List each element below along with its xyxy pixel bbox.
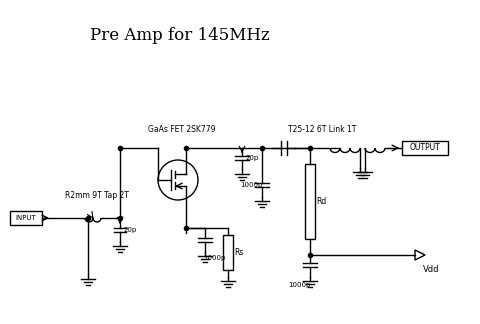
Text: INPUT: INPUT	[16, 215, 36, 221]
Text: GaAs FET 2SK779: GaAs FET 2SK779	[148, 125, 216, 134]
Text: 20p: 20p	[246, 155, 259, 161]
Bar	[10, 211, 42, 225]
Text: 1000p: 1000p	[203, 255, 226, 261]
Text: OUTPUT: OUTPUT	[409, 144, 440, 153]
Text: Vdd: Vdd	[423, 264, 440, 273]
Bar	[305, 164, 315, 239]
Text: R2mm 9T Tap 2T: R2mm 9T Tap 2T	[65, 191, 129, 200]
Text: 20p: 20p	[124, 227, 137, 233]
Text: Rs: Rs	[234, 248, 243, 257]
Text: Rd: Rd	[316, 197, 326, 206]
Text: 1000p: 1000p	[240, 182, 263, 188]
Text: Pre Amp for 145MHz: Pre Amp for 145MHz	[90, 27, 270, 43]
Bar	[223, 235, 233, 270]
Text: T25-12 6T Link 1T: T25-12 6T Link 1T	[288, 125, 356, 134]
Text: 1000p: 1000p	[288, 282, 311, 288]
Bar	[402, 141, 448, 155]
